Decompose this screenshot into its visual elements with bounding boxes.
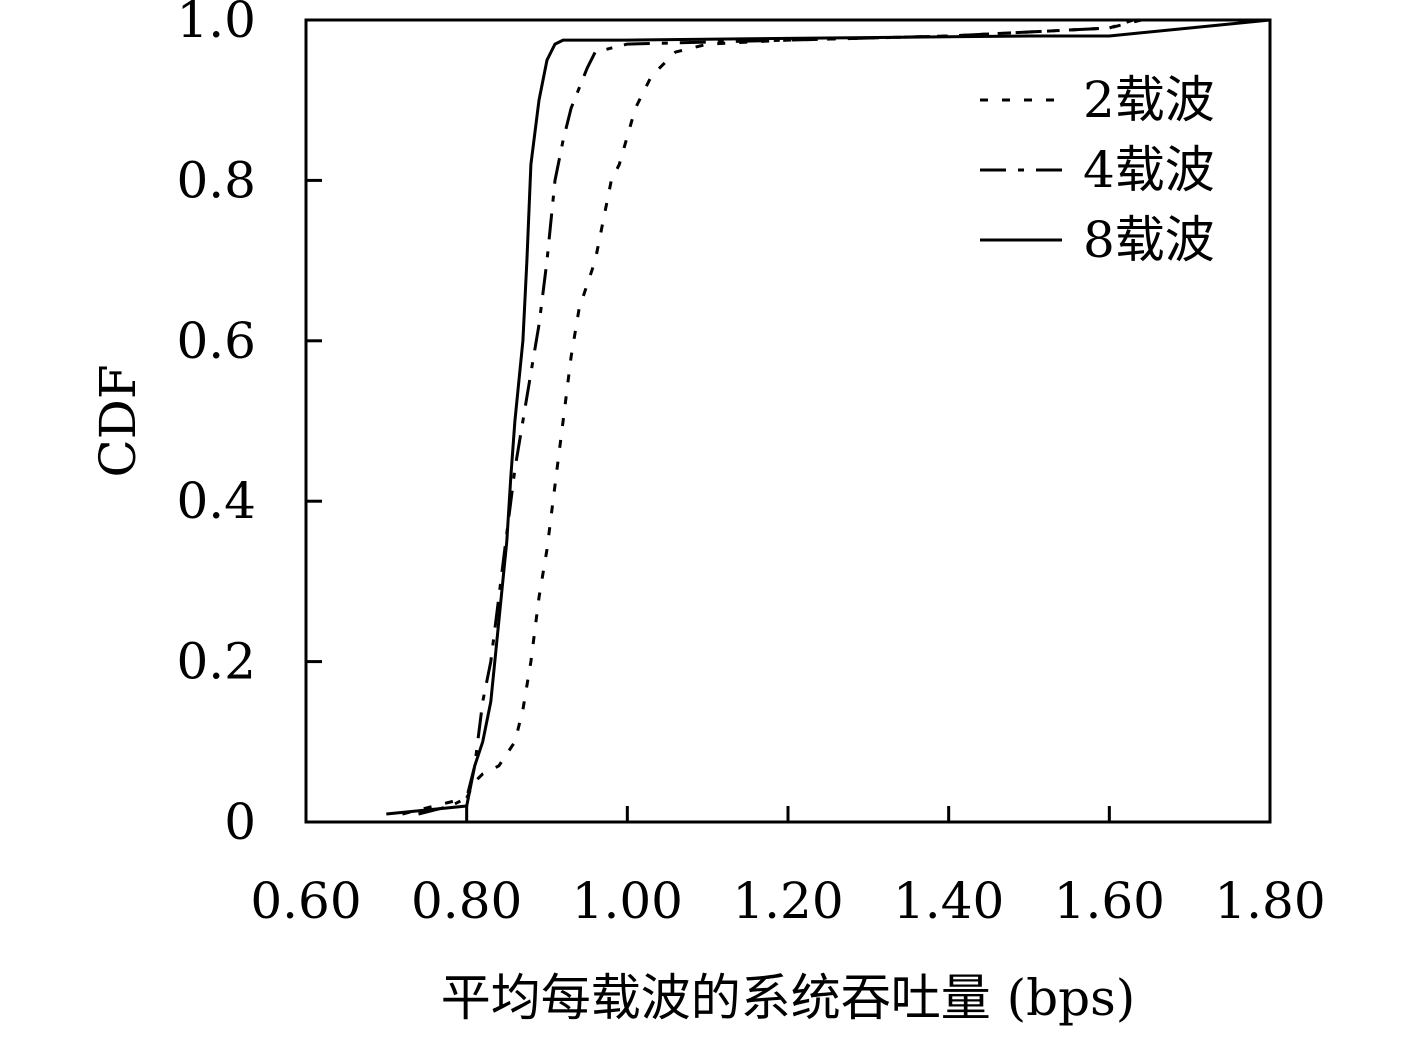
series-line-3 [386,18,1271,816]
x-tick-label: 0.80 [411,872,522,930]
series-layer [386,18,1271,816]
x-tick-label: 0.60 [250,872,361,930]
legend: 2载波 4载波 8载波 [980,71,1215,269]
y-tick-label: 0.2 [176,633,256,691]
x-tick-label: 1.40 [893,872,1004,930]
legend-label: 2载波 [1083,71,1215,129]
x-axis-title: 平均每载波的系统吞吐量 (bps) [441,969,1136,1027]
x-tick-label: 1.60 [1054,872,1165,930]
series-line-2 [418,18,1270,816]
y-tick-label: 0.6 [176,312,256,370]
x-axis: 0.60 0.80 1.00 1.20 1.40 1.60 1.80 [250,806,1326,930]
y-axis-title: CDF [89,364,147,477]
legend-label: 4载波 [1083,141,1215,199]
x-tick-label: 1.00 [572,872,683,930]
legend-label: 8载波 [1083,211,1215,269]
x-tick-label: 1.20 [732,872,843,930]
series-line-1 [402,18,1270,816]
y-tick-label: 0 [224,793,256,851]
x-tick-label: 1.80 [1214,872,1325,930]
y-tick-label: 0.4 [176,472,256,530]
y-tick-label: 1.0 [176,0,256,49]
y-axis: 0 0.2 0.4 0.6 0.8 1.0 [176,0,322,851]
y-tick-label: 0.8 [176,151,256,209]
